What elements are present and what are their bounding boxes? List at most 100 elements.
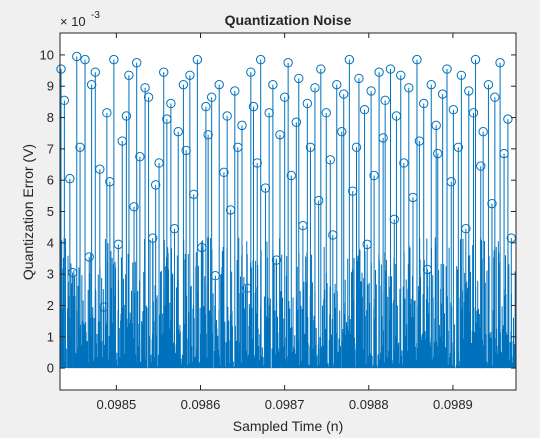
stem-point <box>453 142 464 369</box>
x-ticks: 0.0985 0.0986 0.0987 0.0988 0.0989 <box>96 33 473 412</box>
stem-point <box>230 86 240 369</box>
stem-point <box>490 92 500 369</box>
x-tick-label: 0.0988 <box>349 397 389 412</box>
stem-point <box>109 54 119 369</box>
stem-point <box>140 83 150 369</box>
stem-point <box>399 158 409 369</box>
stem-point <box>178 79 189 369</box>
stem-point <box>433 148 443 369</box>
stem-point <box>442 64 452 369</box>
stem-point <box>369 170 379 369</box>
stem-point <box>135 151 145 369</box>
stem-point <box>248 101 259 369</box>
stem-point <box>65 173 75 369</box>
stem-point <box>86 79 97 369</box>
stem-point <box>271 255 282 369</box>
stem-point <box>75 142 85 369</box>
x-tick-label: 0.0987 <box>265 397 305 412</box>
stem-point <box>448 105 459 369</box>
y-tick-label: 4 <box>47 235 54 250</box>
y-tick-label: 2 <box>47 298 54 313</box>
stem-point <box>389 214 399 369</box>
stem-point <box>461 224 471 369</box>
stem-point <box>256 54 266 369</box>
y-axis-label: Quantization Error (V) <box>20 144 36 280</box>
y-tick-label: 8 <box>47 110 54 125</box>
stem-point <box>419 98 429 369</box>
stem-point <box>359 105 370 369</box>
stem-point <box>124 70 134 369</box>
stem-series <box>56 51 517 369</box>
x-tick-label: 0.0986 <box>181 397 221 412</box>
y-exponent-power: -3 <box>91 10 100 21</box>
y-tick-label: 9 <box>47 79 54 94</box>
stem-point <box>219 167 229 369</box>
stem-point <box>313 195 324 369</box>
stem-point <box>129 202 139 369</box>
stem-point <box>148 233 158 369</box>
stem-point <box>185 70 195 369</box>
stem-point <box>431 120 441 369</box>
stem-point <box>321 108 331 369</box>
stem-point <box>339 89 349 369</box>
stem-point <box>464 86 474 369</box>
chart-title: Quantization Noise <box>225 12 352 28</box>
stem-point <box>206 92 217 369</box>
stem-point <box>446 177 456 369</box>
stem-point <box>294 73 304 369</box>
stem-point <box>332 79 342 369</box>
stem-point <box>143 92 154 369</box>
stem-point <box>95 164 105 369</box>
y-tick-label: 5 <box>47 204 54 219</box>
stem-point <box>302 98 313 369</box>
stem-point <box>396 70 406 369</box>
stem-point <box>283 58 293 369</box>
stem-point <box>412 54 422 369</box>
stem-point <box>252 158 262 369</box>
stem-point <box>237 120 247 369</box>
stem-point <box>478 126 488 369</box>
stem-point <box>470 54 481 369</box>
stem-point <box>354 73 364 369</box>
stem-point <box>286 170 296 369</box>
stem-point <box>310 83 320 369</box>
stem-point <box>214 79 224 369</box>
stem-point <box>84 252 94 369</box>
stem-point <box>483 79 494 369</box>
stem-point <box>374 67 384 369</box>
y-tick-label: 1 <box>47 329 54 344</box>
stem-point <box>275 130 285 369</box>
x-axis-label: Sampled Time (n) <box>233 418 343 434</box>
stem-point <box>366 86 376 369</box>
stem-point <box>99 302 109 369</box>
stem-point <box>337 126 347 369</box>
x-tick-label: 0.0985 <box>96 397 136 412</box>
stem-point <box>378 133 388 369</box>
stem-point <box>325 155 335 369</box>
y-tick-label: 6 <box>47 173 54 188</box>
stem-point <box>189 189 199 369</box>
stem-point <box>268 79 278 369</box>
stem-point <box>487 198 497 369</box>
stem-point <box>456 70 467 369</box>
stem-point <box>242 283 252 369</box>
y-exponent-base: × 10 <box>60 14 86 29</box>
stem-point <box>476 161 486 369</box>
stem-point <box>56 64 66 369</box>
stem-point <box>495 58 505 369</box>
stem-point <box>80 54 90 369</box>
stem-point <box>316 64 326 369</box>
stem-point <box>192 54 203 369</box>
y-exponent-label: × 10 -3 <box>60 10 100 29</box>
stem-point <box>222 111 232 369</box>
stem-point <box>150 180 161 369</box>
x-tick-label: 0.0989 <box>433 397 473 412</box>
stem-point <box>173 126 183 369</box>
stem-point <box>468 108 479 369</box>
y-tick-label: 0 <box>47 361 54 376</box>
stem-point <box>344 54 355 369</box>
stem-point <box>121 111 132 369</box>
stem-point <box>246 67 256 369</box>
y-ticks: 0 1 2 3 4 5 6 7 8 9 10 <box>40 47 516 376</box>
